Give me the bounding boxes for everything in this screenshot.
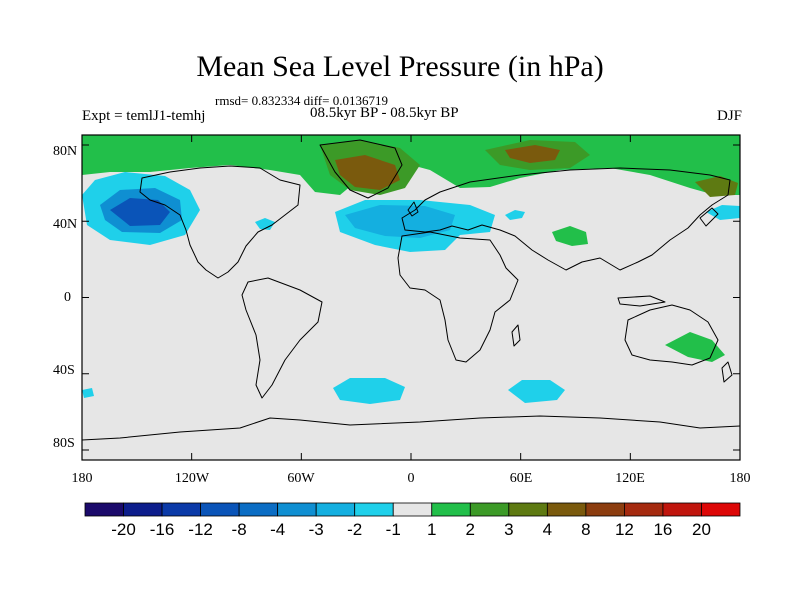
coast-africa [397,231,519,363]
lon-label-180w: 180 [72,471,93,486]
colorbar-label: 20 [692,520,711,539]
colorbar-swatch [277,502,317,517]
colorbar-label: -1 [386,520,401,539]
colorbar-swatch [392,502,433,517]
lon-label-60w: 60W [287,471,315,486]
colorbar-label: -8 [232,520,247,539]
central-asia-positive [552,226,588,246]
season-label: DJF [716,108,742,124]
colorbar: -20 -16 -12 -8 -4 -3 -2 -1 1 2 3 4 8 12 16 20 [84,502,741,539]
japan-negative [706,205,740,220]
chart-title: Mean Sea Level Pressure (in hPa) [196,50,604,83]
greenland-positive-inner [335,155,400,190]
colorbar-label: 4 [543,520,552,539]
siberia-positive-inner [505,145,560,163]
coast-greenland [319,139,403,199]
south-pacific-small-negative [82,388,94,398]
lon-label-60e: 60E [510,471,533,486]
north-pacific-low-core [110,198,170,226]
colorbar-label: -20 [111,520,136,539]
colorbar-swatch [354,502,394,517]
coast-japan [699,207,719,227]
colorbar-label: -3 [309,520,324,539]
colorbar-swatch [508,502,548,517]
colorbar-label: 2 [466,520,475,539]
coast-madagascar [511,324,521,347]
lat-labels: 80N 40N 0 40S 80S [53,144,77,451]
south-atlantic-negative [333,378,405,404]
colorbar-label: -12 [188,520,213,539]
lon-label-180e: 180 [730,471,751,486]
lon-label-0: 0 [408,471,415,486]
colorbar-label: 16 [653,520,672,539]
mediterranean-negative [505,210,525,220]
lon-label-120w: 120W [175,471,210,486]
lat-label-80s: 80S [53,436,75,451]
lon-label-120e: 120E [615,471,645,486]
tick-marks [81,135,741,460]
colorbar-swatch [431,502,471,517]
colorbar-swatch [315,502,356,517]
coast-indonesia [617,295,666,307]
coast-uk [407,201,419,217]
lon-labels: 180 120W 60W 0 60E 120E 180 [72,471,751,486]
australia-positive [665,332,725,362]
colorbar-swatch [84,502,124,517]
colorbar-swatch [662,502,702,517]
colorbar-label: -4 [270,520,285,539]
south-indian-negative [508,380,565,403]
lat-label-40s: 40S [53,363,75,378]
colorbar-swatch [546,502,587,517]
coast-australia [624,304,719,366]
east-siberia-positive [695,176,738,197]
stats-label: rmsd= 0.832334 diff= 0.0136719 [215,93,388,108]
experiment-label: Expt = temlJ1-temhj [82,108,206,124]
negative-anomaly-layer [82,172,740,404]
colorbar-label: 8 [581,520,590,539]
colorbar-swatch [123,502,163,517]
pacific-small-negative [255,218,275,230]
lat-label-80n: 80N [53,144,77,159]
colorbar-swatch [238,502,279,517]
coast-new-zealand [721,361,733,383]
colorbar-label: 3 [504,520,513,539]
period-label: 08.5kyr BP - 08.5kyr BP [310,105,459,121]
colorbar-swatch [624,502,664,517]
coast-eurasia [401,167,731,271]
coast-south-america [241,277,323,399]
north-atlantic-low-mid [345,205,455,238]
positive-anomaly-layer [82,135,740,362]
colorbar-swatch [161,502,201,517]
colorbar-label: 1 [427,520,436,539]
map-plot [82,135,740,460]
coast-antarctica [82,415,740,441]
map-background [82,135,740,460]
lat-label-0: 0 [64,290,71,305]
colorbar-swatch [200,502,240,517]
colorbar-swatch [469,502,510,517]
colorbar-label: 12 [615,520,634,539]
lat-label-40n: 40N [53,217,77,232]
coastlines [82,139,740,441]
colorbar-label: -2 [347,520,362,539]
colorbar-swatch [585,502,625,517]
colorbar-label: -16 [150,520,175,539]
coast-north-america [139,165,301,279]
colorbar-swatch [701,502,741,517]
